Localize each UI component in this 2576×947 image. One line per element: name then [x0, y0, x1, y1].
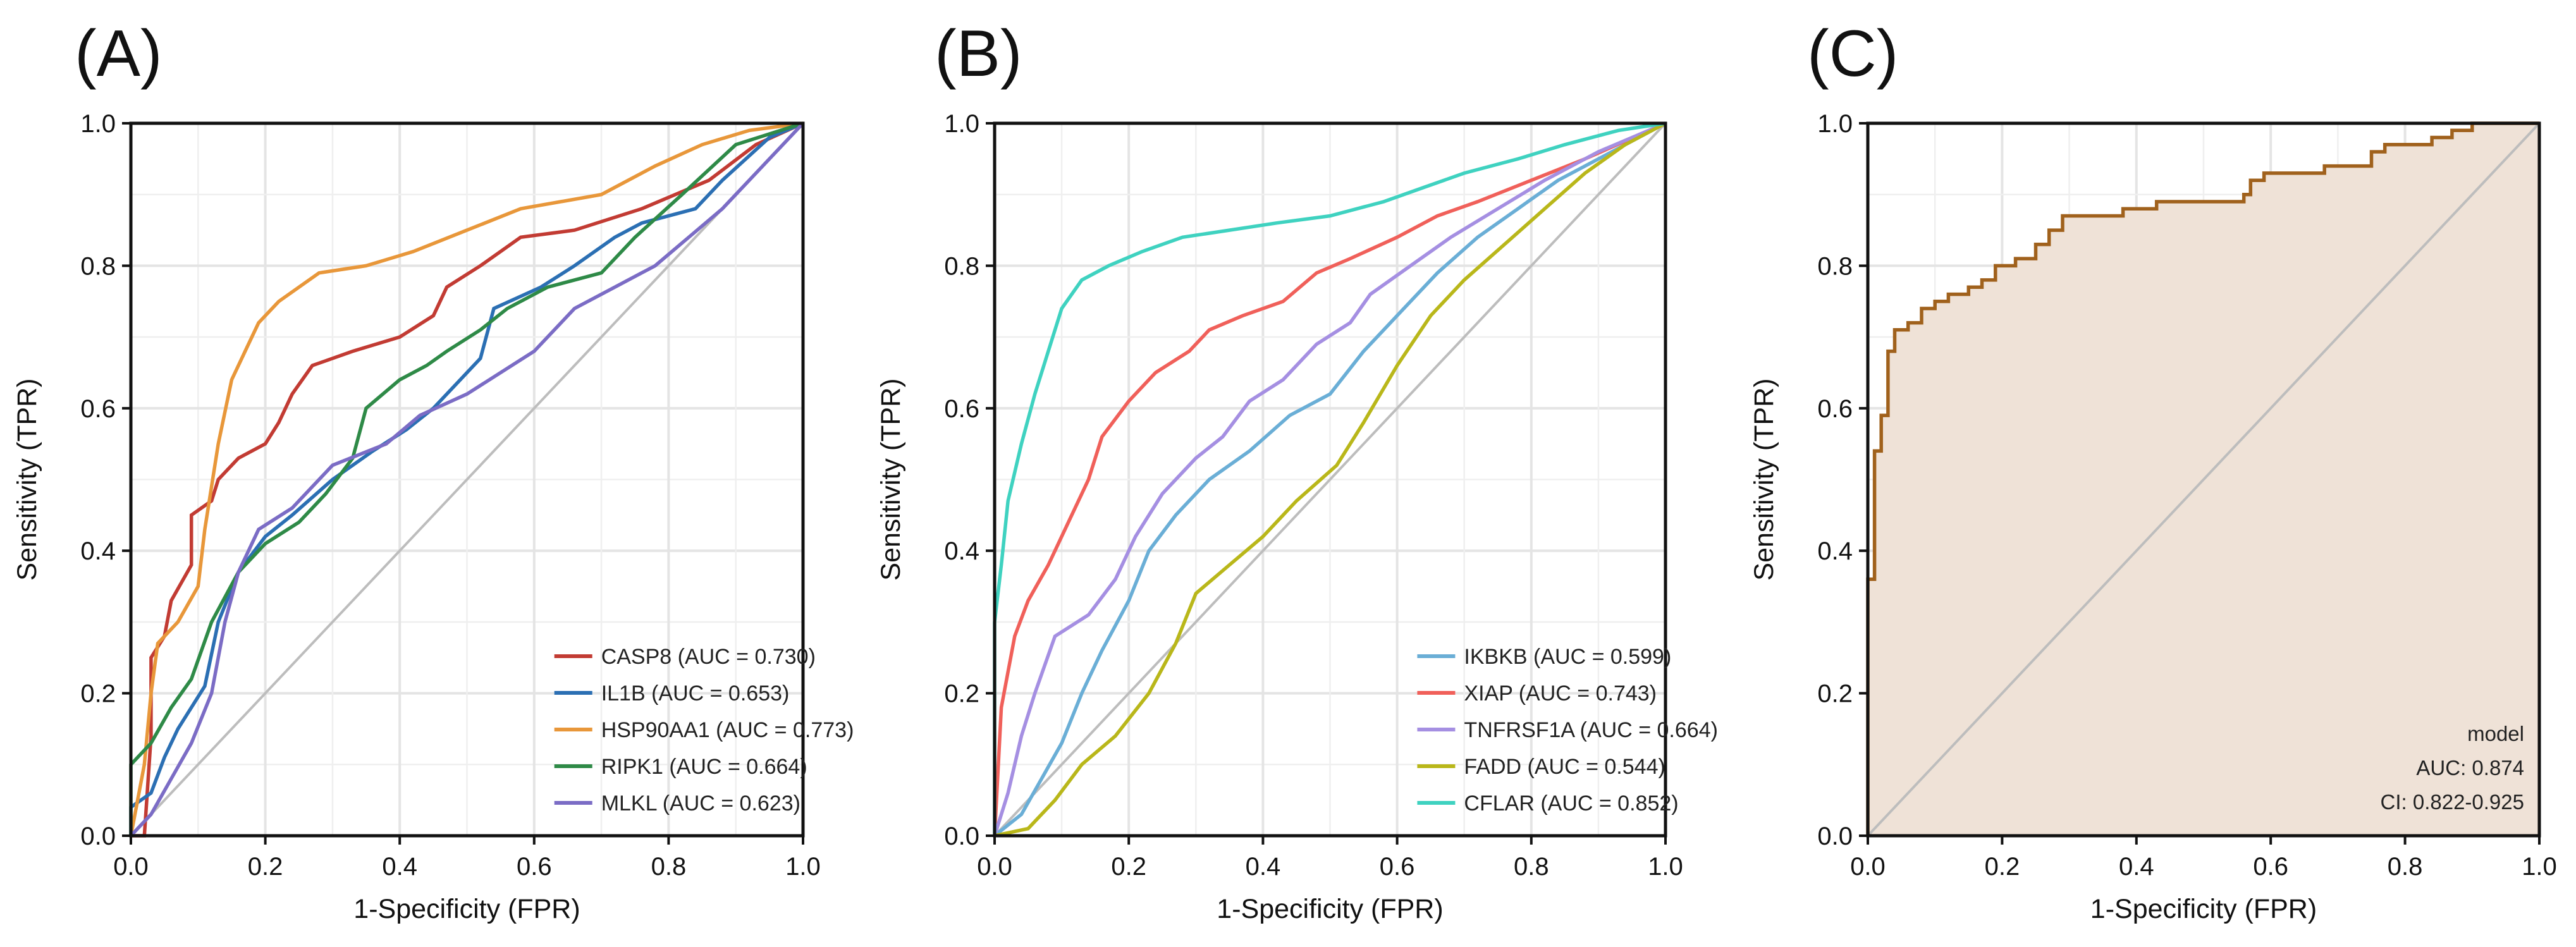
roc-curve-3 [129, 121, 804, 836]
y-tick-label: 0.0 [944, 822, 979, 850]
y-tick-label: 0.6 [1817, 395, 1853, 423]
x-tick-label: 0.4 [382, 853, 417, 881]
y-tick-label: 0.6 [80, 395, 116, 423]
legend-label: CASP8 (AUC = 0.730) [601, 645, 816, 669]
y-tick-label: 0.4 [944, 537, 979, 565]
y-tick-label: 0.8 [1817, 252, 1853, 280]
legend-label: HSP90AA1 (AUC = 0.773) [601, 718, 854, 742]
x-tick-label: 0.2 [1111, 853, 1146, 881]
y-tick-label: 1.0 [944, 110, 979, 138]
panel-label: (A) [75, 17, 163, 90]
legend-label: FADD (AUC = 0.544) [1464, 755, 1665, 779]
x-tick-label: 0.2 [248, 853, 283, 881]
x-tick-label: 0.4 [2119, 853, 2154, 881]
y-tick-label: 0.0 [1817, 822, 1853, 850]
x-tick-label: 0.8 [651, 853, 687, 881]
legend-label: CFLAR (AUC = 0.852) [1464, 791, 1678, 816]
x-axis-title: 1-Specificity (FPR) [353, 894, 580, 924]
y-tick-label: 1.0 [1817, 110, 1853, 138]
legend: IKBKB (AUC = 0.599) XIAP (AUC = 0.743) TNF… [1417, 645, 1718, 816]
roc-curve-2 [993, 121, 1667, 836]
roc-curve-1 [129, 121, 804, 836]
reference-diagonal [993, 122, 1667, 837]
x-tick-label: 1.0 [2522, 853, 2557, 881]
y-axis-title: Sensitivity (TPR) [876, 378, 906, 580]
roc-curve-0 [1866, 121, 2539, 836]
panel-label: (B) [935, 17, 1022, 90]
legend-label: TNFRSF1A (AUC = 0.664) [1464, 718, 1718, 742]
y-tick-label: 0.4 [1817, 537, 1853, 565]
y-tick-label: 0.8 [944, 252, 979, 280]
x-tick-label: 1.0 [785, 853, 821, 881]
x-tick-label: 0.4 [1246, 853, 1281, 881]
y-tick-label: 0.0 [80, 822, 116, 850]
x-tick-label: 0.0 [113, 853, 149, 881]
y-axis-title: Sensitivity (TPR) [1749, 378, 1779, 580]
x-tick-label: 0.6 [1380, 853, 1415, 881]
x-tick-label: 1.0 [1648, 853, 1683, 881]
legend: CASP8 (AUC = 0.730) IL1B (AUC = 0.653) HSP… [554, 645, 854, 816]
panel-2: (C) 0.0 0.2 0.4 0.6 0.8 1.0 0.0 0.2 0.4 0.6 0.8 1.0 1… [1749, 17, 2557, 924]
y-tick-label: 1.0 [80, 110, 116, 138]
annotation: model AUC: 0.874 CI: 0.822-0.925 [2381, 722, 2525, 814]
roc-curve-1 [993, 121, 1667, 836]
x-tick-label: 0.8 [2388, 853, 2423, 881]
x-tick-label: 0.0 [1850, 853, 1886, 881]
x-tick-label: 0.6 [517, 853, 552, 881]
x-tick-label: 0.6 [2253, 853, 2288, 881]
legend-label: XIAP (AUC = 0.743) [1464, 681, 1657, 706]
y-axis-title: Sensitivity (TPR) [12, 378, 42, 580]
reference-diagonal [1867, 122, 2541, 837]
x-tick-label: 0.8 [1514, 853, 1549, 881]
x-tick-label: 0.0 [977, 853, 1012, 881]
y-tick-label: 0.6 [944, 395, 979, 423]
y-tick-label: 0.2 [1817, 680, 1853, 708]
x-axis-title: 1-Specificity (FPR) [1217, 894, 1443, 924]
annotation-title: model [2467, 722, 2524, 745]
plot-frame [129, 121, 805, 838]
roc-curve-4 [130, 122, 804, 837]
y-tick-label: 0.4 [80, 537, 116, 565]
reference-diagonal [130, 122, 804, 837]
y-tick-label: 0.2 [80, 680, 116, 708]
y-tick-label: 0.8 [80, 252, 116, 280]
plot-frame [1866, 121, 2541, 838]
roc-curve-2 [129, 121, 804, 836]
x-axis-title: 1-Specificity (FPR) [2090, 894, 2317, 924]
legend-label: IL1B (AUC = 0.653) [601, 681, 790, 706]
legend-label: MLKL (AUC = 0.623) [601, 791, 800, 816]
roc-curve-3 [994, 121, 1667, 838]
annotation-auc: AUC: 0.874 [2416, 756, 2524, 779]
panel-1: (B) 0.0 0.2 0.4 0.6 0.8 1.0 0.0 0.2 0.4 0.6 0.8 1.0 1… [876, 17, 1718, 924]
annotation-ci: CI: 0.822-0.925 [2381, 790, 2525, 814]
x-tick-label: 0.2 [1985, 853, 2020, 881]
plot-frame [993, 121, 1667, 838]
panel-label: (C) [1807, 17, 1898, 90]
y-tick-label: 0.2 [944, 680, 979, 708]
roc-curve-0 [131, 121, 804, 838]
roc-curve-0 [993, 121, 1667, 838]
legend-label: IKBKB (AUC = 0.599) [1464, 645, 1671, 669]
panel-0: (A) 0.0 0.2 0.4 0.6 0.8 1.0 0.0 0.2 0.4 0.6 0.8 1.0 1… [12, 17, 854, 924]
roc-curve-4 [993, 121, 1666, 836]
legend-label: RIPK1 (AUC = 0.664) [601, 755, 807, 779]
